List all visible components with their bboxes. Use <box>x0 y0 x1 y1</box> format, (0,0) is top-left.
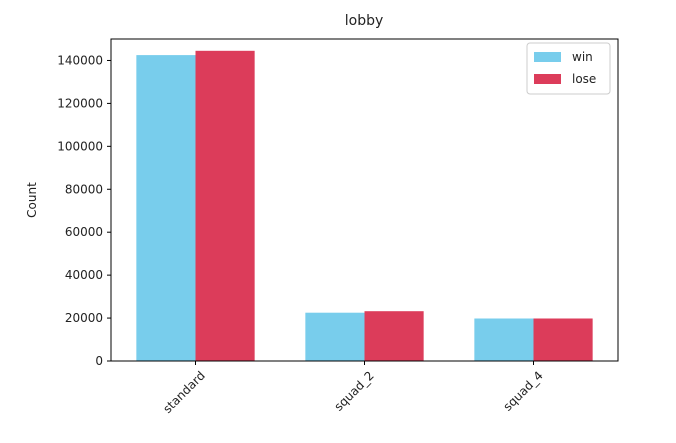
plot-frame <box>110 38 619 362</box>
legend-swatch-lose <box>534 74 561 84</box>
x-tick-label: squad_4 <box>501 368 546 413</box>
bars-layer <box>136 50 593 361</box>
y-tick-label: 0 <box>95 354 103 368</box>
y-tick-label: 140000 <box>57 53 103 67</box>
y-axis-label: Count <box>25 182 39 218</box>
legend: win lose <box>526 42 611 95</box>
y-tick-label: 100000 <box>57 139 103 153</box>
y-tick-label: 20000 <box>65 311 103 325</box>
legend-box <box>526 42 611 95</box>
y-tick-label: 40000 <box>65 268 103 282</box>
bar-win-squad_2 <box>305 312 365 361</box>
ticks-layer: standard squad_2 squad_4 0 20000 40000 60000 80… <box>57 53 546 416</box>
x-tick-label: squad_2 <box>332 368 377 413</box>
bar-lose-standard <box>195 50 255 361</box>
legend-label-win: win <box>572 50 593 64</box>
y-tick-label: 80000 <box>65 182 103 196</box>
bar-lose-squad_4 <box>533 318 593 361</box>
bar-win-squad_4 <box>474 318 534 361</box>
bar-lose-squad_2 <box>364 311 424 361</box>
y-tick-label: 120000 <box>57 96 103 110</box>
chart-title: lobby <box>345 13 384 29</box>
legend-swatch-win <box>534 52 561 62</box>
legend-label-lose: lose <box>572 72 596 86</box>
bar-win-standard <box>136 55 196 361</box>
y-tick-label: 60000 <box>65 225 103 239</box>
x-tick-label: standard <box>160 368 208 416</box>
